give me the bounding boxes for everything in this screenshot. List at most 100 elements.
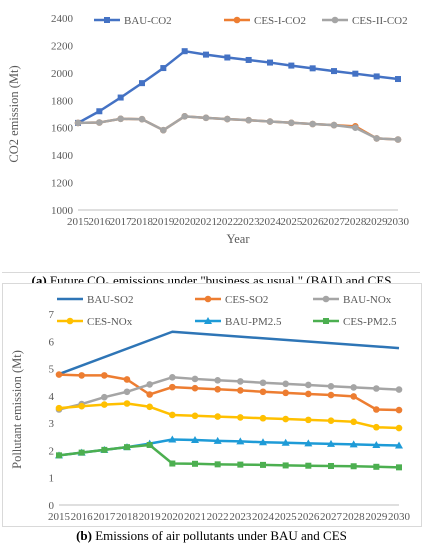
y-tick-label: 6 bbox=[49, 336, 55, 348]
data-point bbox=[395, 406, 403, 414]
data-point bbox=[214, 461, 221, 468]
legend-marker bbox=[331, 16, 339, 24]
x-tick-label: 2024 bbox=[252, 511, 275, 523]
data-point bbox=[395, 76, 401, 83]
x-tick-label: 2024 bbox=[259, 216, 282, 228]
series-line bbox=[58, 402, 400, 430]
data-point bbox=[352, 70, 359, 77]
data-point bbox=[101, 393, 108, 401]
data-point bbox=[146, 441, 153, 448]
x-tick-label: 2029 bbox=[365, 511, 388, 523]
series-ces-pm2-5 bbox=[56, 441, 402, 471]
data-point bbox=[395, 386, 403, 393]
data-point bbox=[305, 381, 312, 389]
data-point bbox=[372, 440, 381, 448]
x-tick-label: 2021 bbox=[195, 216, 217, 228]
data-point bbox=[213, 436, 222, 444]
data-point bbox=[309, 65, 316, 72]
data-point bbox=[123, 400, 131, 407]
data-point bbox=[259, 414, 267, 422]
legend-marker bbox=[104, 17, 110, 23]
series-bau-co2 bbox=[75, 48, 401, 126]
x-tick-label: 2020 bbox=[161, 511, 184, 523]
data-point bbox=[139, 80, 145, 87]
series-line bbox=[77, 115, 399, 141]
legend-label: CES-NOx bbox=[87, 316, 133, 328]
data-point bbox=[101, 372, 108, 379]
data-point bbox=[327, 391, 335, 399]
caption-b-text: Emissions of air pollutants under BAU an… bbox=[91, 528, 347, 543]
legend-label: BAU-PM2.5 bbox=[225, 316, 282, 328]
data-point bbox=[169, 374, 176, 381]
legend-marker bbox=[323, 318, 329, 324]
data-point bbox=[214, 377, 221, 384]
x-axis-title: Year bbox=[226, 232, 250, 246]
data-point bbox=[328, 462, 334, 469]
data-point bbox=[202, 114, 210, 122]
data-point bbox=[327, 439, 335, 447]
series-line bbox=[58, 438, 400, 457]
data-point bbox=[373, 385, 380, 392]
data-point bbox=[373, 406, 380, 413]
data-point bbox=[101, 401, 108, 408]
data-point bbox=[78, 372, 85, 379]
data-point bbox=[191, 375, 199, 383]
chart-panel-co2: 1000 1200 1400 1600 1800 2000 2200 2400 2015 2016… bbox=[2, 2, 420, 273]
data-point bbox=[169, 411, 176, 419]
data-point bbox=[350, 418, 357, 426]
data-point bbox=[327, 417, 335, 424]
chart-panel-pollutants: 0 1 2 3 4 5 6 7 2015 2016 2017 2018 2019 2020 2021 2022… bbox=[2, 283, 422, 527]
y-tick-label: 4 bbox=[49, 391, 55, 403]
data-point bbox=[117, 94, 124, 101]
y-tick-label: 1600 bbox=[51, 123, 74, 135]
x-tick-label: 2019 bbox=[152, 216, 175, 228]
x-tick-label: 2018 bbox=[131, 216, 154, 228]
data-point bbox=[304, 439, 313, 447]
data-point bbox=[96, 108, 103, 115]
data-point bbox=[169, 383, 176, 391]
data-point bbox=[245, 116, 252, 124]
x-tick-label: 2022 bbox=[216, 216, 238, 228]
series-ces-nox bbox=[55, 400, 403, 432]
data-point bbox=[266, 118, 274, 125]
data-point bbox=[55, 371, 63, 378]
data-point bbox=[259, 379, 267, 387]
data-point bbox=[237, 378, 244, 385]
data-point bbox=[78, 402, 85, 410]
x-tick-label: 2026 bbox=[302, 216, 325, 228]
data-point bbox=[288, 119, 295, 127]
legend-label: BAU-CO2 bbox=[124, 15, 172, 27]
data-point bbox=[373, 135, 380, 142]
x-tick-label: 2027 bbox=[323, 216, 346, 228]
data-point bbox=[74, 119, 82, 127]
legend-marker bbox=[204, 317, 212, 324]
data-point bbox=[373, 423, 380, 431]
data-point bbox=[78, 449, 85, 456]
y-tick-label: 7 bbox=[49, 309, 55, 321]
data-point bbox=[181, 48, 188, 55]
data-point bbox=[305, 416, 312, 424]
legend-label: CES-PM2.5 bbox=[343, 316, 397, 328]
legend-label: BAU-SO2 bbox=[87, 294, 133, 306]
y-tick-label: 0 bbox=[49, 500, 55, 512]
data-point bbox=[350, 384, 357, 391]
data-point bbox=[327, 383, 335, 390]
data-point bbox=[267, 59, 273, 66]
data-point bbox=[117, 115, 124, 123]
x-tick-label: 2030 bbox=[388, 511, 411, 523]
y-axis-title: CO2 emission (Mt) bbox=[7, 65, 21, 162]
data-point bbox=[191, 436, 199, 444]
data-point bbox=[305, 462, 312, 469]
x-tick-label: 2015 bbox=[48, 511, 71, 523]
data-point bbox=[214, 413, 221, 420]
data-point bbox=[191, 384, 199, 392]
data-point bbox=[352, 124, 359, 132]
data-point bbox=[330, 121, 338, 129]
data-point bbox=[237, 414, 244, 421]
data-point bbox=[282, 415, 289, 423]
x-tick-label: 2025 bbox=[280, 216, 303, 228]
data-point bbox=[169, 460, 176, 467]
data-point bbox=[309, 120, 316, 128]
caption-b-label: (b) bbox=[76, 528, 92, 543]
series-line bbox=[58, 330, 400, 376]
